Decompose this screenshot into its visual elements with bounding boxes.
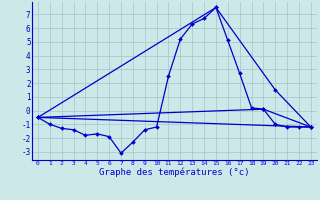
X-axis label: Graphe des températures (°c): Graphe des températures (°c)	[99, 168, 250, 177]
